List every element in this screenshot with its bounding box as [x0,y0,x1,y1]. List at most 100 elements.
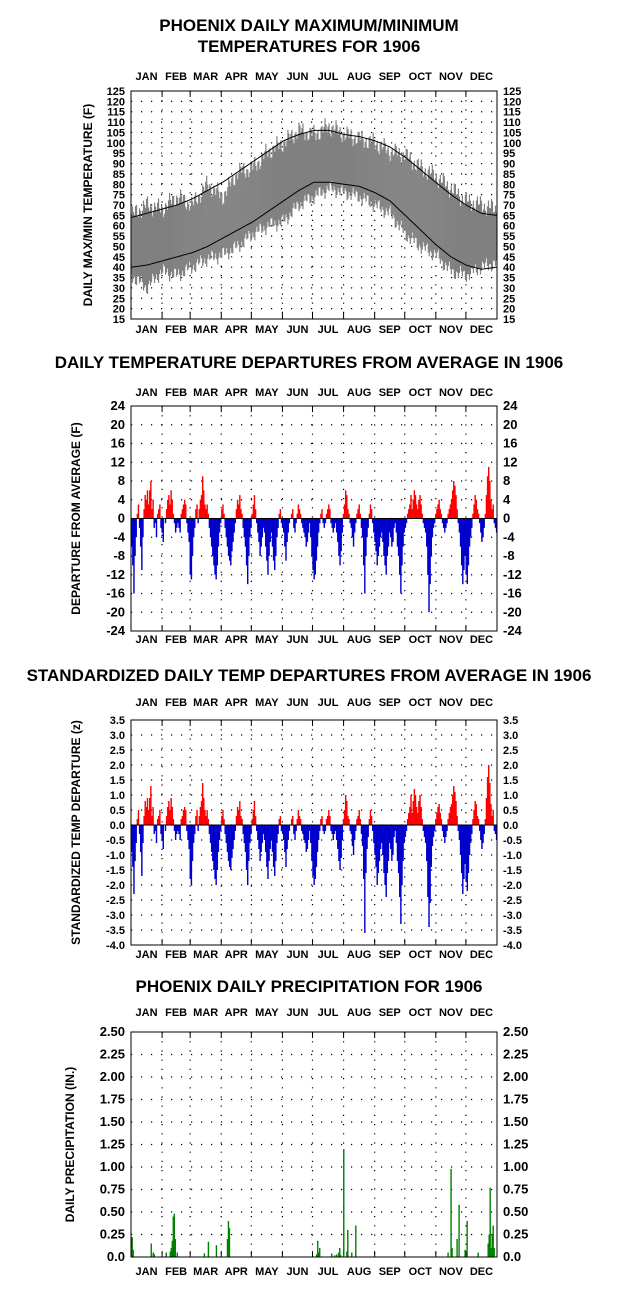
y-tick-label-right: 20 [503,304,515,316]
departure-bar-below [191,825,194,861]
departure-bar-below [174,825,177,840]
departure-bar-below [269,518,271,542]
y-tick-label-right: 24 [503,398,518,413]
departure-bar-above [278,819,280,825]
departure-bar-below [234,518,237,524]
departure-bar-above [185,810,187,825]
departure-bar-below [402,518,404,547]
month-label-bottom: FEB [165,1266,187,1278]
departure-bar-below [392,825,394,855]
departure-bar-below [360,825,363,834]
precip-bar [488,1234,490,1257]
y-tick-label-right: 0 [503,511,510,526]
y-tick-label-left: 0.5 [110,805,125,817]
departure-bar-above [472,513,474,519]
departure-bar-below [311,825,313,861]
departure-bar-below [304,825,306,843]
y-tick-label-left: -1.0 [106,850,125,862]
departure-bar-above [358,810,360,825]
departure-bar-above [223,513,225,519]
departure-bar-below [372,518,374,524]
y-tick-label-right: -2.5 [503,895,522,907]
departure-bar-above [342,819,345,825]
y-tick-label-left: 1.0 [110,790,125,802]
departure-bar-above [369,504,372,519]
y-tick-label-left: -12 [106,567,125,582]
departure-bar-below [428,518,430,613]
departure-bar-above [321,816,323,825]
departure-bar-above [149,798,151,825]
departure-bar-below [429,518,431,585]
y-tick-label-right: 0.5 [503,805,518,817]
departure-bar-below [244,825,247,852]
departure-bar-below [459,518,462,547]
departure-bar-above [180,513,182,519]
y-tick-label-left: 15 [113,314,125,326]
departure-bar-above [198,509,200,519]
month-label-top: OCT [409,387,433,399]
departure-bar-below [478,518,481,524]
departure-bar-below [464,825,466,864]
y-tick-label-left: 1.25 [100,1137,125,1152]
daily-range-series [130,118,498,295]
departure-bar-below [333,518,336,528]
precip-bar [226,1239,229,1257]
y-tick-label-left: -3.5 [106,925,125,937]
departure-bar-above [292,816,294,825]
departure-bar-below [248,825,250,861]
departure-bar-below [334,825,337,831]
departure-bar-below [134,825,136,861]
month-label-bottom: FEB [165,634,187,646]
precip-bar [203,1253,206,1257]
departure-bar-below [467,518,470,566]
month-label-top: DEC [470,71,493,83]
departure-bar-below [430,825,432,867]
departure-bar-below [390,518,392,538]
departure-bar-above [151,816,153,825]
y-tick-label-left: 55 [113,231,125,243]
departure-bar-above [203,798,205,825]
departure-bar-below [263,825,266,840]
month-label-bottom: JAN [136,1266,158,1278]
departure-bar-below [388,825,391,843]
departure-bar-above [412,499,414,519]
departure-bar-above [195,509,197,519]
departure-bar-below [265,825,267,852]
departure-bar-above [485,798,488,825]
departure-bar-above [476,509,479,519]
departure-bar-above [437,504,439,519]
departure-bar-above [344,795,347,825]
departure-bar-above [450,804,453,825]
departure-bar-below [493,518,496,524]
departure-bar-below [176,825,178,834]
departure-bar-below [302,825,304,834]
departure-bar-below [462,825,464,894]
departure-bar-below [401,825,403,885]
precip-bar [477,1252,479,1257]
month-label-bottom: JAN [136,324,158,336]
departure-bar-below [352,518,355,547]
departure-bar-below [187,825,189,840]
departure-bar-below [293,825,295,834]
departure-bar-above [182,504,185,519]
departure-bar-below [360,518,363,528]
departure-bar-above [436,509,438,519]
y-tick-label-left: 0.0 [107,1249,125,1264]
departure-bar-below [314,518,316,575]
departure-bar-below [173,825,176,831]
departure-bar-above [221,509,223,519]
month-label-bottom: OCT [409,949,433,961]
departure-bar-below [387,518,390,547]
y-tick-label-right: 80 [503,179,515,191]
departure-bar-below [494,518,497,528]
departure-bar-above [449,807,452,825]
departure-bar-above [204,810,206,825]
precip-bar [227,1221,230,1257]
departure-bar-below [178,825,180,834]
departure-bar-above [492,504,494,519]
y-tick-label-left: 30 [113,283,125,295]
y-tick-label-right: 85 [503,169,515,181]
departure-bar-below [132,825,134,867]
month-label-top: AUG [347,71,371,83]
